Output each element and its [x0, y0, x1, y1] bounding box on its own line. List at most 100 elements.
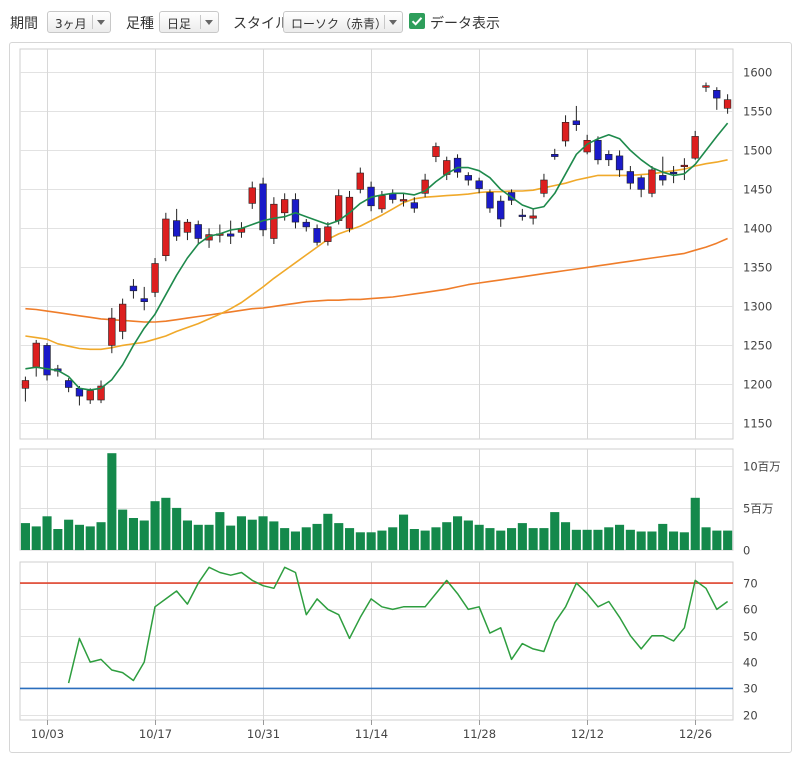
chevron-down-icon: [97, 20, 105, 25]
candle-down: [410, 202, 418, 209]
volume-bar: [463, 520, 473, 550]
volume-bar: [204, 524, 214, 551]
volume-bar: [182, 520, 192, 550]
volume-bar: [96, 522, 106, 550]
candle-down: [194, 224, 202, 239]
volume-bar: [226, 525, 236, 550]
candle-up: [108, 317, 116, 346]
rsi-tick-label: 70: [743, 577, 758, 591]
candle-type-select[interactable]: 日足: [159, 11, 219, 33]
price-tick-label: 1500: [743, 144, 772, 158]
price-tick-label: 1250: [743, 339, 772, 353]
volume-bar: [301, 527, 311, 550]
volume-bar: [615, 524, 625, 551]
price-tick-label: 1550: [743, 105, 772, 119]
volume-bar: [355, 532, 365, 550]
candle-type-label: 足種: [126, 16, 154, 32]
volume-bar: [571, 529, 581, 550]
candle-up: [680, 164, 688, 167]
stock-chart: 1150 1200 1250 1300 1350 1400 1450 1500 1550 1600…: [19, 48, 781, 741]
volume-tick-label: 10百万: [743, 460, 781, 474]
volume-bar: [474, 524, 484, 551]
x-tick-label: 10/17: [139, 727, 172, 741]
ma-short-line: [25, 122, 729, 391]
candle-up: [270, 203, 278, 239]
candle-up: [648, 169, 656, 194]
candle-up: [324, 226, 332, 242]
candle-up: [529, 215, 537, 219]
price-tick-label: 1400: [743, 222, 772, 236]
volume-bar: [399, 514, 409, 550]
candle-down: [43, 345, 51, 376]
candle-down: [551, 154, 559, 157]
volume-bar: [31, 526, 41, 550]
volume-bar: [453, 516, 463, 550]
period-select[interactable]: 3ヶ月: [47, 11, 111, 33]
candle-up: [702, 85, 710, 88]
volume-bar: [625, 529, 635, 550]
rsi-tick-label: 60: [743, 603, 758, 617]
volume-tick-label: 0: [743, 544, 750, 558]
select-divider: [92, 15, 93, 29]
x-tick-label: 12/26: [679, 727, 712, 741]
x-tick-label: 12/12: [571, 727, 604, 741]
volume-bar: [290, 531, 300, 550]
volume-bar: [528, 528, 538, 550]
volume-bar: [345, 528, 355, 550]
style-label: スタイル: [233, 16, 289, 32]
price-tick-label: 1600: [743, 66, 772, 80]
chevron-down-icon: [389, 20, 397, 25]
price-tick-label: 1150: [743, 417, 772, 431]
candle-up: [86, 390, 94, 401]
price-tick-label: 1300: [743, 300, 772, 314]
select-divider: [384, 15, 385, 29]
volume-bar: [420, 530, 430, 550]
volume-bar: [377, 530, 387, 550]
chart-frame: 1150 1200 1250 1300 1350 1400 1450 1500 1550 1600…: [9, 42, 792, 753]
candle-up: [334, 195, 343, 221]
volume-bar: [42, 516, 52, 550]
volume-bar: [269, 521, 279, 550]
candle-down: [518, 214, 526, 217]
ma-long-line: [25, 237, 728, 323]
volume-bar: [507, 528, 517, 550]
candle-down: [173, 220, 181, 237]
volume-bar: [366, 532, 376, 550]
volume-bar: [64, 519, 74, 550]
candle-down: [453, 157, 462, 173]
volume-bar: [539, 528, 549, 550]
candle-up: [248, 187, 256, 204]
data-display-checkbox[interactable]: [409, 13, 425, 29]
candle-down: [302, 221, 310, 228]
candle-up: [421, 179, 429, 194]
select-divider: [200, 15, 201, 29]
volume-bar: [247, 519, 257, 550]
volume-bar: [409, 529, 419, 550]
candle-up: [162, 218, 170, 257]
volume-bar: [236, 516, 246, 550]
volume-bar: [139, 520, 149, 550]
volume-tick-label: 5百万: [743, 502, 773, 516]
candle-down: [626, 171, 634, 184]
volume-bar: [20, 523, 30, 550]
candle-down: [659, 175, 667, 181]
volume-bar: [723, 530, 733, 550]
volume-panel: [19, 448, 734, 551]
volume-bar: [107, 453, 117, 550]
candle-up: [280, 199, 289, 214]
style-select[interactable]: ローソク（赤青）: [283, 11, 403, 33]
volume-bar: [215, 512, 225, 550]
rsi-tick-label: 40: [743, 656, 758, 670]
candle-down: [637, 177, 645, 190]
volume-bar: [128, 518, 138, 550]
candle-up: [378, 195, 386, 210]
volume-bar: [690, 497, 700, 550]
rsi-tick-label: 20: [743, 709, 758, 723]
candle-down: [615, 155, 624, 171]
x-tick-label: 10/03: [31, 727, 64, 741]
volume-bar: [604, 527, 614, 550]
volume-bar: [496, 530, 506, 550]
volume-bar: [647, 531, 657, 550]
candle-up: [21, 380, 30, 389]
period-select-value: 3ヶ月: [55, 17, 87, 31]
